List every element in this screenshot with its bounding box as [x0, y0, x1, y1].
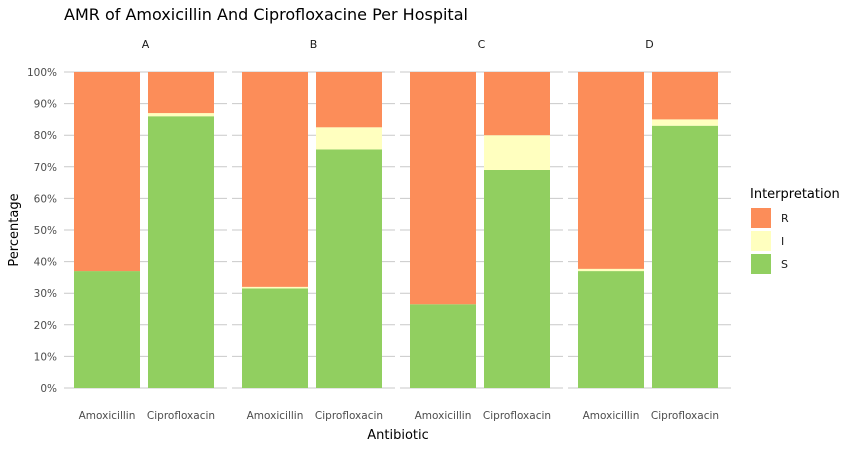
y-tick-label: 80% [34, 130, 57, 142]
bar-segment-i [652, 119, 718, 126]
y-tick-label: 90% [34, 99, 57, 111]
bar-segment-s [242, 288, 308, 388]
x-tick-label: Amoxicillin [415, 410, 472, 422]
bar-segment-r [242, 72, 308, 287]
bar-segment-i [242, 286, 308, 289]
bar-segment-r [652, 72, 718, 120]
facet-label-d: D [645, 38, 653, 51]
bar-segment-r [148, 72, 214, 114]
facet-label-b: B [310, 38, 318, 51]
bar-segment-r [578, 72, 644, 269]
legend-key-i [751, 231, 771, 251]
y-tick-label: 20% [34, 320, 57, 332]
bar-segment-i [578, 268, 644, 272]
legend-label-s: S [781, 258, 788, 271]
bar-segment-s [148, 116, 214, 389]
legend-label-r: R [781, 212, 789, 225]
bar-segment-r [74, 72, 140, 272]
plot-area: 0% 10% 20% 30% 40% 50% 60% 70% 80% 90% 100% A Amoxic… [27, 38, 731, 422]
y-tick-label: 0% [40, 383, 57, 395]
x-tick-label: Amoxicillin [247, 410, 304, 422]
bar-segment-r [316, 72, 382, 128]
bar-segment-s [316, 149, 382, 388]
y-tick-label: 40% [34, 257, 57, 269]
chart-title: AMR of Amoxicillin And Ciprofloxacine Pe… [64, 5, 468, 24]
x-tick-label: Ciprofloxacin [147, 410, 215, 422]
x-tick-label: Ciprofloxacin [651, 410, 719, 422]
bar-segment-s [578, 271, 644, 388]
y-tick-label: 100% [27, 67, 57, 79]
x-tick-label: Amoxicillin [583, 410, 640, 422]
legend-key-s [751, 254, 771, 274]
legend-label-i: I [781, 235, 784, 248]
x-tick-label: Ciprofloxacin [315, 410, 383, 422]
bar-segment-r [484, 72, 550, 136]
bar-segment-i [148, 113, 214, 117]
x-axis-title: Antibiotic [367, 428, 429, 443]
y-tick-label: 30% [34, 288, 57, 300]
y-axis-title: Percentage [7, 193, 22, 266]
bar-segment-i [316, 127, 382, 150]
y-tick-label: 70% [34, 162, 57, 174]
y-tick-label: 50% [34, 225, 57, 237]
bar-segment-i [484, 135, 550, 170]
y-tick-label: 60% [34, 193, 57, 205]
facet-panel-a: A Amoxicillin Ciprofloxacin [64, 38, 227, 422]
facet-panel-c: C Amoxicillin Ciprofloxacin [400, 38, 563, 422]
facet-label-c: C [478, 38, 486, 51]
x-tick-label: Ciprofloxacin [483, 410, 551, 422]
bar-segment-s [410, 304, 476, 388]
legend: Interpretation RIS [750, 187, 840, 274]
facet-panel-b: B Amoxicillin Ciprofloxacin [232, 38, 395, 422]
y-tick-label: 10% [34, 351, 57, 363]
legend-key-r [751, 208, 771, 228]
bar-segment-s [484, 169, 550, 388]
facet-panel-d: D Amoxicillin Ciprofloxacin [568, 38, 731, 422]
facet-label-a: A [142, 38, 150, 51]
x-tick-label: Amoxicillin [79, 410, 136, 422]
bar-segment-s [652, 125, 718, 388]
bar-segment-r [410, 72, 476, 305]
legend-title: Interpretation [750, 187, 840, 202]
bar-segment-s [74, 271, 140, 388]
